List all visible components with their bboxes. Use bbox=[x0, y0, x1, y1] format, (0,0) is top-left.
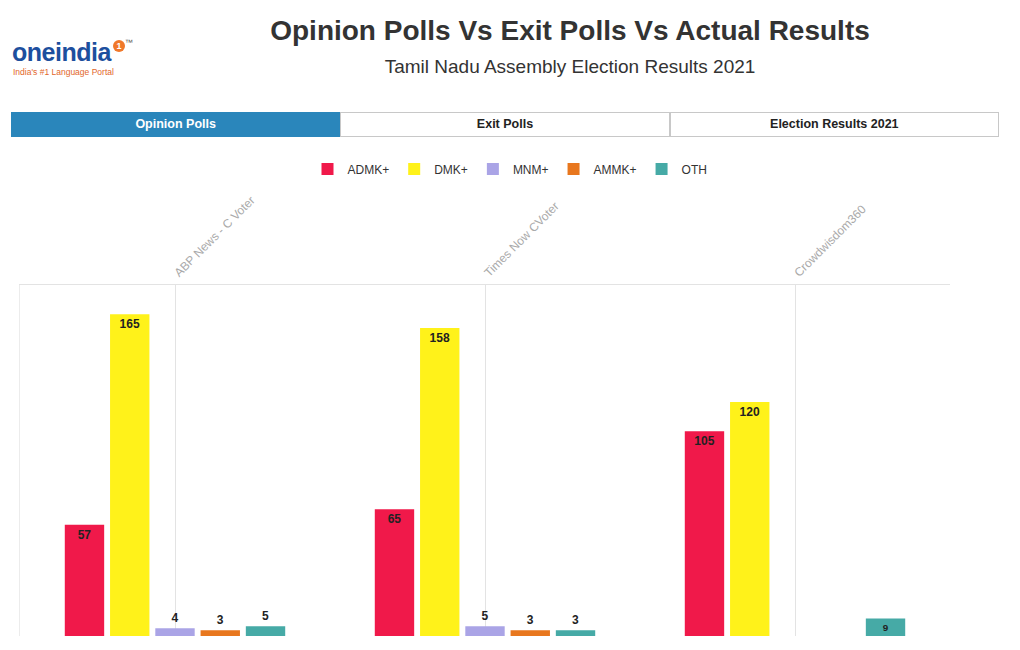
svg-text:165: 165 bbox=[120, 317, 140, 331]
svg-text:MNM+: MNM+ bbox=[513, 163, 549, 177]
svg-text:105: 105 bbox=[694, 434, 714, 448]
svg-text:5: 5 bbox=[262, 609, 269, 623]
svg-text:158: 158 bbox=[430, 331, 450, 345]
svg-text:ABP News - C Voter: ABP News - C Voter bbox=[171, 193, 257, 279]
svg-text:OTH: OTH bbox=[682, 163, 707, 177]
svg-text:AMMK+: AMMK+ bbox=[594, 163, 637, 177]
svg-text:Times Now CVoter: Times Now CVoter bbox=[481, 199, 561, 279]
html-text:1 ™: 1 ™ bbox=[116, 38, 133, 51]
html-text:Opinion Polls: Opinion Polls bbox=[135, 117, 216, 131]
svg-text:ADMK+: ADMK+ bbox=[348, 163, 390, 177]
svg-text:3: 3 bbox=[527, 613, 534, 627]
html-text:Exit Polls: Exit Polls bbox=[476, 117, 534, 131]
svg-text:120: 120 bbox=[740, 405, 760, 419]
svg-text:DMK+: DMK+ bbox=[434, 163, 468, 177]
svg-text:9: 9 bbox=[883, 622, 889, 633]
html-text:oneindia: oneindia bbox=[12, 38, 111, 66]
svg-text:4: 4 bbox=[172, 611, 179, 625]
svg-text:5: 5 bbox=[482, 609, 489, 623]
svg-text:3: 3 bbox=[572, 613, 579, 627]
html-text:Election Results 2021: Election Results 2021 bbox=[770, 117, 899, 131]
html-text:Tamil Nadu Assembly Election R: Tamil Nadu Assembly Election Results 202… bbox=[384, 56, 756, 77]
svg-text:Crowdwisdom360: Crowdwisdom360 bbox=[791, 202, 869, 280]
svg-text:57: 57 bbox=[78, 528, 92, 542]
svg-text:65: 65 bbox=[388, 512, 402, 526]
svg-text:3: 3 bbox=[217, 613, 224, 627]
html-text:India's #1 Language Portal: India's #1 Language Portal bbox=[13, 67, 114, 77]
html-text:Opinion Polls Vs Exit Polls Vs: Opinion Polls Vs Exit Polls Vs Actual Re… bbox=[270, 15, 870, 46]
